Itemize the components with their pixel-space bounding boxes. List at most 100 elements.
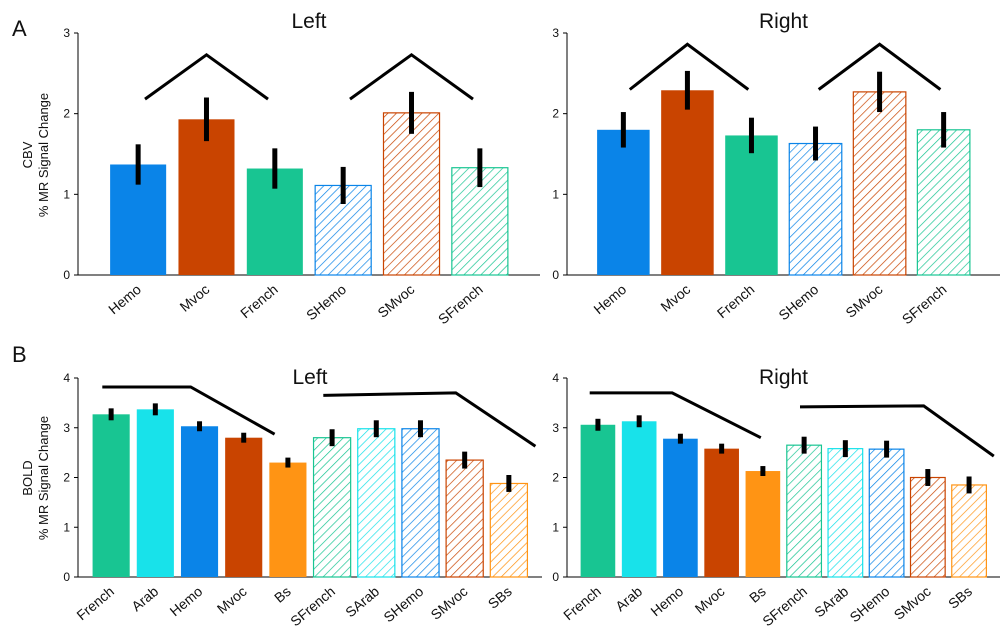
y-tick-label: 2 [63,471,70,485]
bar-sarab [357,428,396,578]
bar-sbs [489,482,529,578]
chart-title: Right [759,366,808,389]
trend-line-1 [817,42,942,91]
category-label: Hemo [167,583,206,619]
y-tick-label: 1 [63,187,70,201]
category-label: SFrench [287,583,338,629]
y-tick-label: 4 [552,371,559,385]
category-label: SHemo [380,583,426,625]
category-label: SHemo [303,281,349,323]
trend-line-1 [349,52,474,101]
bar-smvoc [445,459,484,578]
category-label: French [237,281,281,321]
bar-shemo [788,142,843,276]
category-label: French [714,281,758,321]
category-label: SBs [945,583,975,612]
bar-mvoc [225,437,263,577]
category-label: SMvoc [428,583,471,623]
bar-sfrench [916,129,971,276]
category-label: Bs [271,583,294,606]
category-label: Hemo [590,281,629,317]
trend-line-0 [628,42,750,91]
bar-bs [745,471,781,577]
bar-french [580,424,616,577]
trend-line-1 [323,391,537,448]
category-label: Arab [128,583,161,614]
category-label: SMvoc [842,281,885,321]
y-tick-label: 0 [63,268,70,282]
chart-title: Left [292,366,327,389]
category-label: SMvoc [374,281,417,321]
category-label: SArab [811,583,851,620]
y-tick-label: 0 [63,570,70,584]
chart-panel-1: Right 0 1 2 3 Hemo Mvoc French SHemo SMvoc SFrench [552,10,1000,327]
y-tick-label: 3 [552,26,559,40]
category-label: SMvoc [891,583,934,623]
y-tick-label: 0 [552,570,559,584]
trend-line-0 [102,385,276,436]
y-tick-label: 3 [63,26,70,40]
y-tick-label: 1 [552,187,559,201]
category-label: SHemo [846,583,892,625]
category-label: SArab [342,583,382,620]
category-label: Hemo [105,281,144,317]
chart-title: Right [759,10,808,33]
bar-sfrench [312,437,352,578]
bar-shemo [401,428,440,578]
category-label: French [560,583,604,623]
bar-mvoc [661,90,714,275]
chart-panel-0: Left 0 1 2 3 Hemo Mvoc French SHemo SMvoc SFrench [63,10,540,327]
chart-title: Left [291,10,326,33]
y-tick-label: 2 [552,471,559,485]
y-tick-label: 2 [63,107,70,121]
y-axis-label-a-top: CBV [20,141,35,168]
bar-sfrench [786,444,823,578]
bar-sarab [827,448,864,578]
category-label: SFrench [759,583,810,629]
bar-hemo [663,438,698,577]
y-tick-label: 4 [63,371,70,385]
y-axis-label-b-top: BOLD [20,460,35,495]
panel-label-a: A [12,16,27,41]
category-label: Mvoc [177,281,213,315]
category-label: Mvoc [692,583,728,617]
y-tick-label: 3 [552,421,559,435]
category-label: Arab [612,583,645,614]
bar-french [92,414,130,577]
y-tick-label: 0 [552,268,559,282]
category-label: SFrench [435,281,486,327]
bar-bs [269,462,307,577]
category-label: Mvoc [657,281,693,315]
category-label: French [73,583,117,623]
y-tick-label: 3 [63,421,70,435]
bar-smvoc [852,91,907,276]
panel-label-b: B [12,342,27,367]
bar-hemo [597,129,650,275]
bar-sbs [951,484,987,578]
y-tick-label: 2 [552,107,559,121]
bar-smvoc [909,476,946,578]
bar-arab [136,409,174,577]
category-label: Hemo [647,583,686,619]
y-axis-label-a-bottom: % MR Signal Change [36,93,51,217]
category-label: Bs [746,583,769,606]
bar-hemo [180,426,219,577]
bar-french [725,135,778,275]
bar-mvoc [178,119,235,276]
bar-shemo [868,448,905,578]
y-axis-label-b-bottom: % MR Signal Change [36,416,51,540]
category-label: SBs [485,583,515,612]
bar-arab [621,421,657,577]
bar-mvoc [704,448,739,577]
y-tick-label: 1 [63,520,70,534]
trend-line-0 [144,52,269,101]
category-label: SHemo [775,281,821,323]
category-label: SFrench [899,281,950,327]
trend-line-0 [589,391,762,440]
y-tick-label: 1 [552,520,559,534]
category-label: Mvoc [214,583,250,617]
